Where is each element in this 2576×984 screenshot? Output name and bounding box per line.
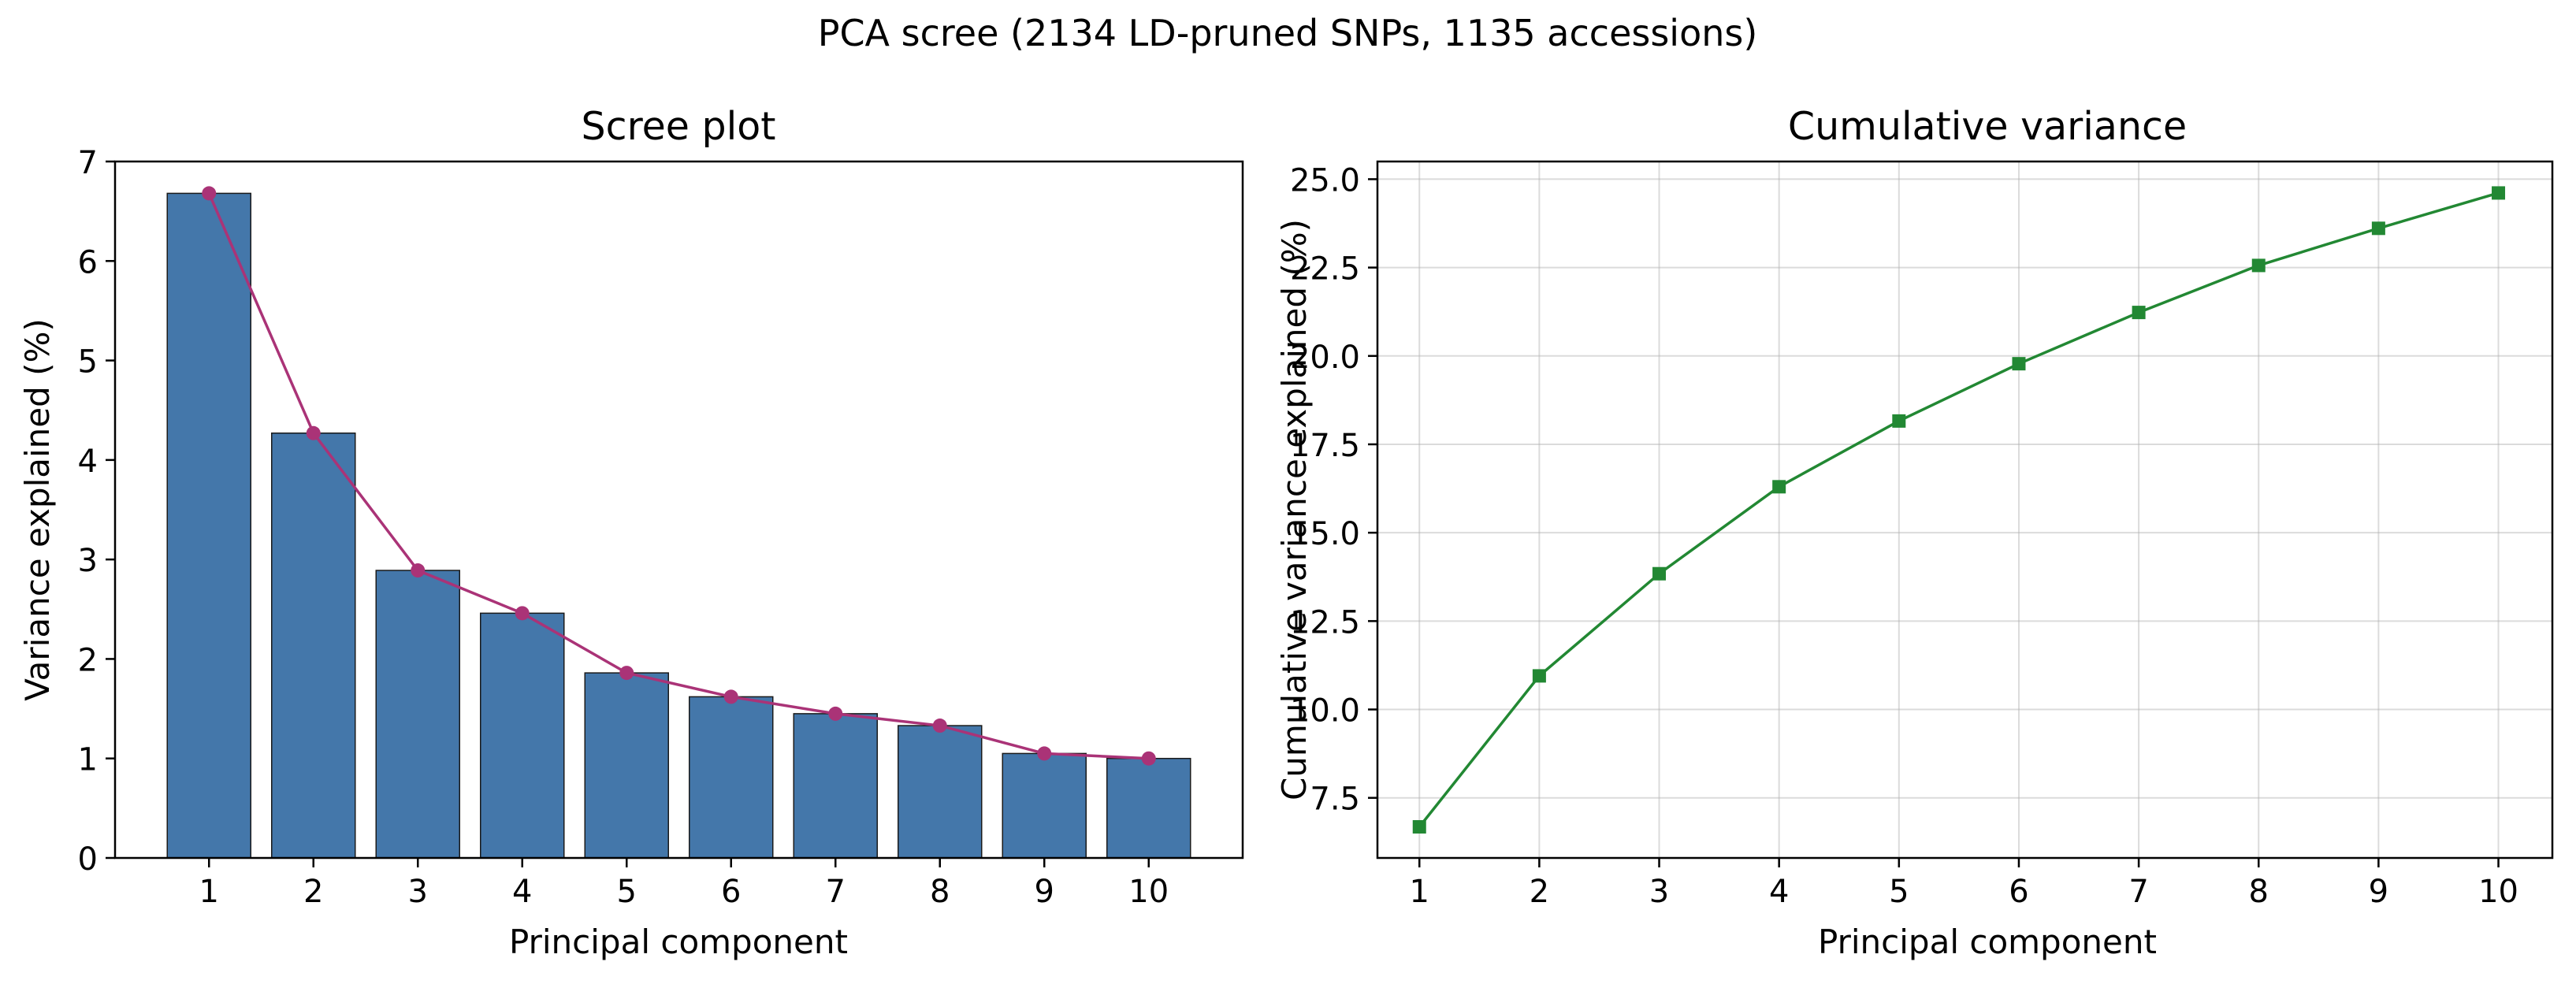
x-tick-label: 2 (1530, 874, 1549, 910)
x-tick-label: 2 (303, 874, 323, 910)
cumulative-point-pc-7 (2132, 306, 2146, 320)
cumulative-variance-title: Cumulative variance (1788, 104, 2187, 149)
y-tick-label: 0 (78, 841, 98, 878)
x-tick-label: 9 (1035, 874, 1054, 910)
figure-suptitle: PCA scree (2134 LD-pruned SNPs, 1135 acc… (818, 12, 1758, 54)
cumulative-variance-ylabel: Cumulative variance explained (%) (1275, 219, 1314, 800)
variance-point-pc-3 (411, 563, 426, 578)
variance-point-pc-6 (723, 689, 738, 704)
x-tick-label: 10 (1128, 874, 1169, 910)
variance-point-pc-1 (202, 186, 217, 201)
scree-plot-panel: Scree plot 0 1 2 3 4 5 6 7 1 2 3 4 5 6 7 8 9 10 Principa… (18, 104, 1244, 961)
y-tick-label: 20.0 (1290, 340, 1360, 376)
cumulative-variance-y-axis: 7.5 10.0 12.5 15.0 17.5 20.0 22.5 25.0 (1290, 162, 1377, 818)
scree-plot-ylabel: Variance explained (%) (18, 318, 57, 701)
cumulative-variance-grid (1377, 162, 2552, 858)
x-tick-label: 4 (512, 874, 532, 910)
x-tick-label: 8 (2249, 874, 2269, 910)
x-tick-label: 1 (199, 874, 219, 910)
bar-pc-5 (584, 672, 669, 859)
y-tick-label: 6 (78, 244, 98, 280)
cumulative-variance-x-axis: 1 2 3 4 5 6 7 8 9 10 (1410, 858, 2518, 910)
variance-line (207, 192, 1149, 760)
scree-plot-y-axis: 0 1 2 3 4 5 6 7 (78, 145, 115, 878)
scree-plot-bars (166, 192, 1191, 859)
scree-plot-line (202, 186, 1156, 766)
y-tick-label: 15.0 (1290, 516, 1360, 552)
y-tick-label: 7 (78, 145, 98, 181)
y-tick-label: 12.5 (1290, 604, 1360, 641)
scree-plot-frame (113, 160, 1244, 860)
cumulative-point-pc-6 (2012, 357, 2026, 371)
scree-plot-xlabel: Principal component (509, 923, 848, 961)
x-tick-label: 6 (2009, 874, 2028, 910)
bar-pc-10 (1106, 757, 1191, 859)
x-tick-label: 9 (2369, 874, 2388, 910)
variance-point-pc-7 (828, 706, 843, 721)
variance-point-pc-10 (1141, 751, 1156, 766)
x-tick-label: 10 (2478, 874, 2518, 910)
y-tick-label: 10.0 (1290, 693, 1360, 730)
cumulative-point-pc-8 (2251, 258, 2266, 273)
bar-pc-1 (166, 192, 251, 859)
x-tick-label: 7 (2128, 874, 2148, 910)
x-tick-label: 3 (408, 874, 428, 910)
bar-pc-8 (898, 725, 983, 859)
bar-pc-6 (689, 696, 774, 859)
cumulative-point-pc-3 (1652, 566, 1667, 581)
y-tick-label: 2 (78, 642, 98, 678)
y-tick-label: 22.5 (1290, 251, 1360, 288)
x-tick-label: 4 (1769, 874, 1789, 910)
variance-point-pc-5 (619, 666, 634, 681)
x-tick-label: 6 (721, 874, 741, 910)
y-tick-label: 25.0 (1290, 162, 1360, 199)
cumulative-point-pc-2 (1532, 669, 1546, 683)
cumulative-variance-panel: Cumulative variance 7.5 10.0 12.5 15.0 17.5 2… (1275, 104, 2554, 961)
y-tick-label: 1 (78, 742, 98, 778)
y-tick-label: 7.5 (1310, 782, 1360, 818)
cumulative-line (1418, 191, 2500, 828)
bar-pc-2 (271, 433, 356, 859)
x-tick-label: 7 (826, 874, 846, 910)
y-tick-label: 3 (78, 543, 98, 579)
cumulative-variance-xlabel: Principal component (1818, 923, 2157, 961)
variance-point-pc-8 (932, 719, 947, 733)
scree-plot-title: Scree plot (582, 104, 776, 149)
x-tick-label: 3 (1649, 874, 1669, 910)
cumulative-variance-line (1412, 186, 2506, 834)
cumulative-point-pc-4 (1772, 480, 1786, 494)
variance-point-pc-4 (515, 606, 530, 621)
x-tick-label: 8 (930, 874, 950, 910)
y-tick-label: 5 (78, 344, 98, 381)
x-tick-label: 5 (617, 874, 637, 910)
scree-plot-x-axis: 1 2 3 4 5 6 7 8 9 10 (199, 858, 1169, 910)
cumulative-point-pc-5 (1892, 414, 1906, 428)
cumulative-variance-frame (1376, 160, 2554, 860)
bar-pc-3 (375, 570, 460, 859)
cumulative-point-pc-10 (2492, 186, 2506, 200)
cumulative-point-pc-9 (2371, 221, 2385, 236)
bar-pc-4 (480, 612, 565, 859)
variance-point-pc-9 (1037, 746, 1052, 761)
x-tick-label: 5 (1889, 874, 1909, 910)
bar-pc-7 (793, 713, 878, 859)
y-tick-label: 17.5 (1290, 428, 1360, 464)
variance-point-pc-2 (306, 425, 321, 440)
y-tick-label: 4 (78, 444, 98, 480)
cumulative-point-pc-1 (1412, 820, 1426, 834)
x-tick-label: 1 (1410, 874, 1429, 910)
bar-pc-9 (1002, 752, 1087, 859)
